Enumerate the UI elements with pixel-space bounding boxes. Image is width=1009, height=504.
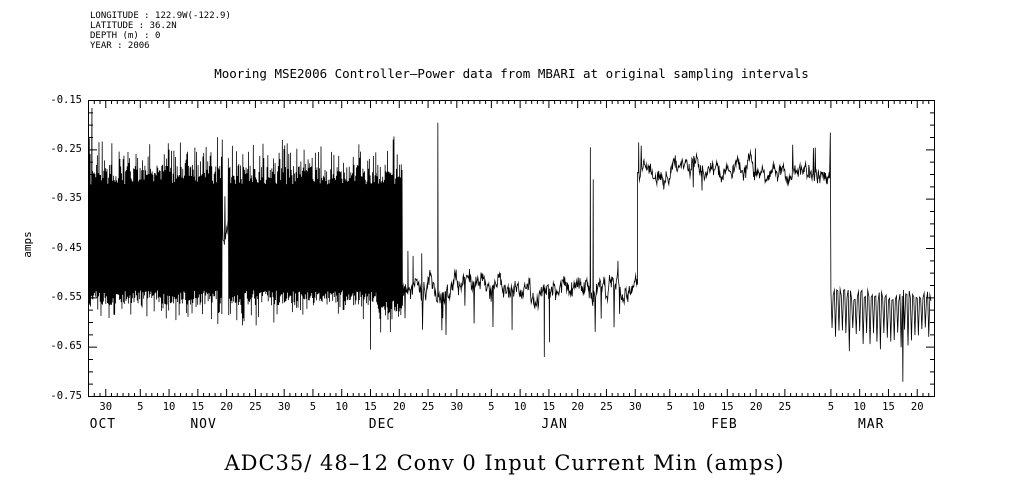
x-tick-label: 5 xyxy=(488,401,495,413)
x-tick-label: 10 xyxy=(513,401,527,413)
plot-caption: ADC35/ 48–12 Conv 0 Input Current Min (a… xyxy=(224,451,785,475)
month-label: OCT xyxy=(89,417,117,432)
month-label: NOV xyxy=(190,417,217,432)
y-tick-label: -0.35 xyxy=(50,192,82,205)
x-tick-label: 25 xyxy=(778,401,792,413)
month-label: DEC xyxy=(368,417,396,432)
x-tick-label: 15 xyxy=(364,401,377,413)
x-tick-label: 5 xyxy=(309,401,317,413)
y-axis-label: amps xyxy=(20,231,34,258)
x-tick-label: 20 xyxy=(571,401,584,413)
x-tick-label: 10 xyxy=(692,401,705,413)
meta-year: YEAR : 2006 xyxy=(90,41,150,51)
plot-title: Mooring MSE2006 Controller–Power data fr… xyxy=(214,66,809,81)
x-tick-label: 5 xyxy=(827,401,835,413)
y-tick-label: -0.15 xyxy=(50,93,82,106)
x-tick-label: 20 xyxy=(392,401,406,413)
x-tick-label: 20 xyxy=(220,401,233,413)
x-tick-label: 30 xyxy=(628,401,642,413)
x-tick-label: 10 xyxy=(853,401,866,413)
month-label: MAR xyxy=(857,417,885,432)
x-tick-label: 15 xyxy=(720,401,734,413)
chart-canvas xyxy=(88,100,935,397)
y-tick-label: -0.65 xyxy=(50,340,82,353)
x-tick-label: 15 xyxy=(882,401,895,413)
y-tick-label: -0.25 xyxy=(50,142,82,155)
x-tick-label: 25 xyxy=(600,401,613,413)
y-tick-label: -0.75 xyxy=(50,389,82,402)
month-label: JAN xyxy=(541,417,568,432)
x-tick-label: 20 xyxy=(910,401,924,413)
x-tick-label: 5 xyxy=(666,401,673,413)
x-tick-label: 30 xyxy=(450,401,464,413)
x-tick-label: 25 xyxy=(249,401,262,413)
x-tick-label: 20 xyxy=(749,401,763,413)
x-tick-label: 5 xyxy=(137,401,144,413)
y-tick-label: -0.55 xyxy=(50,290,82,303)
x-tick-label: 15 xyxy=(542,401,556,413)
meta-block: LONGITUDE : 122.9W(-122.9) LATITUDE : 36… xyxy=(90,11,231,51)
x-tick-label: 10 xyxy=(162,401,176,413)
x-tick-label: 30 xyxy=(99,401,113,413)
meta-latitude: LATITUDE : 36.2N xyxy=(90,21,177,31)
x-tick-label: 15 xyxy=(191,401,205,413)
meta-longitude: LONGITUDE : 122.9W(-122.9) xyxy=(90,11,231,21)
x-tick-label: 25 xyxy=(421,401,435,413)
x-tick-label: 10 xyxy=(335,401,349,413)
x-tick-label: 30 xyxy=(277,401,291,413)
y-tick-label: -0.45 xyxy=(50,241,82,254)
meta-depth: DEPTH (m) : 0 xyxy=(90,31,161,41)
month-label: FEB xyxy=(711,417,738,432)
